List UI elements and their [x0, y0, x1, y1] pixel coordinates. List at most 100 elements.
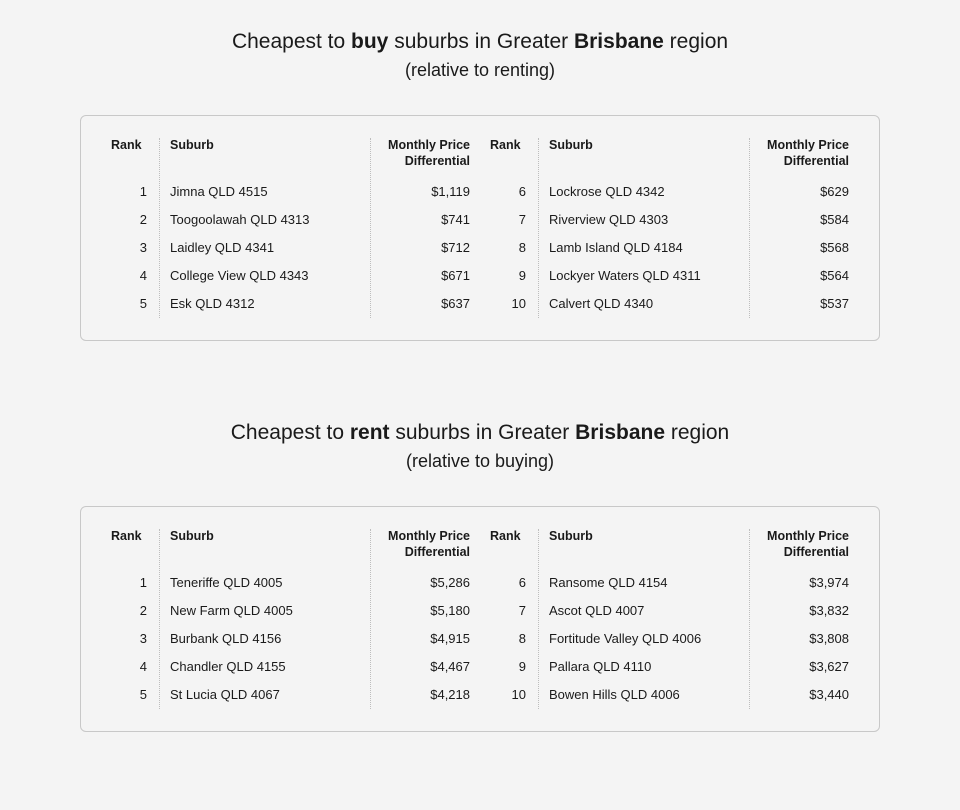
cell-price: $568 [760, 234, 849, 262]
cell-price: $3,974 [760, 569, 849, 597]
cell-price: $637 [381, 290, 470, 318]
table-panel-rent: Rank 1 2 3 4 5 Suburb Teneriffe QLD 4005… [80, 506, 880, 732]
cell-rank: 1 [111, 569, 149, 597]
table-panel-buy: Rank 1 2 3 4 5 Suburb Jimna QLD 4515 Too… [80, 115, 880, 341]
col-price-header: Monthly Price Differential [760, 529, 849, 569]
cell-rank: 10 [490, 290, 528, 318]
cell-price: $584 [760, 206, 849, 234]
page-root: Cheapest to buy suburbs in Greater Brisb… [0, 0, 960, 762]
section-buy: Cheapest to buy suburbs in Greater Brisb… [0, 30, 960, 341]
cell-suburb: New Farm QLD 4005 [170, 597, 360, 625]
cell-suburb: Esk QLD 4312 [170, 290, 360, 318]
title-part: region [665, 421, 729, 444]
title-part-bold: rent [350, 421, 390, 444]
cell-rank: 2 [111, 206, 149, 234]
title-part: region [664, 30, 728, 53]
title-part: suburbs in Greater [388, 30, 574, 53]
table-half-right: Rank 6 7 8 9 10 Suburb Lockrose QLD 4342… [480, 138, 859, 318]
section-rent: Cheapest to rent suburbs in Greater Bris… [0, 421, 960, 732]
col-rank: Rank 1 2 3 4 5 [101, 138, 159, 318]
cell-price: $5,180 [381, 597, 470, 625]
cell-rank: 8 [490, 625, 528, 653]
cell-rank: 7 [490, 597, 528, 625]
cell-rank: 3 [111, 234, 149, 262]
table-half-left: Rank 1 2 3 4 5 Suburb Jimna QLD 4515 Too… [101, 138, 480, 318]
col-suburb: Suburb Teneriffe QLD 4005 New Farm QLD 4… [159, 529, 370, 709]
cell-rank: 9 [490, 262, 528, 290]
cell-price: $1,119 [381, 178, 470, 206]
section-buy-subtitle: (relative to renting) [0, 60, 960, 81]
col-price-header: Monthly Price Differential [760, 138, 849, 178]
col-suburb-header: Suburb [170, 529, 360, 569]
cell-suburb: Bowen Hills QLD 4006 [549, 681, 739, 709]
col-suburb-header: Suburb [549, 138, 739, 178]
title-part-bold: buy [351, 30, 388, 53]
cell-suburb: Jimna QLD 4515 [170, 178, 360, 206]
cell-rank: 1 [111, 178, 149, 206]
cell-rank: 6 [490, 178, 528, 206]
cell-rank: 5 [111, 290, 149, 318]
cell-price: $712 [381, 234, 470, 262]
cell-rank: 4 [111, 262, 149, 290]
col-price: Monthly Price Differential $3,974 $3,832… [749, 529, 859, 709]
cell-suburb: Ransome QLD 4154 [549, 569, 739, 597]
cell-rank: 6 [490, 569, 528, 597]
cell-rank: 5 [111, 681, 149, 709]
title-part-bold: Brisbane [575, 421, 665, 444]
cell-suburb: Pallara QLD 4110 [549, 653, 739, 681]
col-suburb: Suburb Lockrose QLD 4342 Riverview QLD 4… [538, 138, 749, 318]
cell-rank: 9 [490, 653, 528, 681]
title-part-bold: Brisbane [574, 30, 664, 53]
col-suburb: Suburb Ransome QLD 4154 Ascot QLD 4007 F… [538, 529, 749, 709]
col-rank-header: Rank [111, 529, 149, 569]
col-suburb-header: Suburb [549, 529, 739, 569]
section-buy-title: Cheapest to buy suburbs in Greater Brisb… [0, 30, 960, 54]
col-price-header: Monthly Price Differential [381, 529, 470, 569]
cell-suburb: Calvert QLD 4340 [549, 290, 739, 318]
cell-price: $3,627 [760, 653, 849, 681]
col-price: Monthly Price Differential $5,286 $5,180… [370, 529, 480, 709]
cell-price: $4,915 [381, 625, 470, 653]
col-rank-header: Rank [490, 138, 528, 178]
col-price: Monthly Price Differential $629 $584 $56… [749, 138, 859, 318]
cell-price: $5,286 [381, 569, 470, 597]
cell-suburb: Teneriffe QLD 4005 [170, 569, 360, 597]
col-rank: Rank 6 7 8 9 10 [480, 529, 538, 709]
col-suburb-header: Suburb [170, 138, 360, 178]
cell-price: $4,467 [381, 653, 470, 681]
cell-price: $3,440 [760, 681, 849, 709]
cell-suburb: Lockyer Waters QLD 4311 [549, 262, 739, 290]
title-part: Cheapest to [231, 421, 350, 444]
col-rank: Rank 6 7 8 9 10 [480, 138, 538, 318]
cell-price: $537 [760, 290, 849, 318]
cell-suburb: Toogoolawah QLD 4313 [170, 206, 360, 234]
table-half-left: Rank 1 2 3 4 5 Suburb Teneriffe QLD 4005… [101, 529, 480, 709]
cell-suburb: St Lucia QLD 4067 [170, 681, 360, 709]
col-price: Monthly Price Differential $1,119 $741 $… [370, 138, 480, 318]
cell-suburb: Ascot QLD 4007 [549, 597, 739, 625]
cell-suburb: Lamb Island QLD 4184 [549, 234, 739, 262]
cell-suburb: Lockrose QLD 4342 [549, 178, 739, 206]
title-part: suburbs in Greater [390, 421, 576, 444]
section-rent-title: Cheapest to rent suburbs in Greater Bris… [0, 421, 960, 445]
cell-rank: 8 [490, 234, 528, 262]
section-rent-subtitle: (relative to buying) [0, 451, 960, 472]
cell-price: $564 [760, 262, 849, 290]
cell-suburb: Laidley QLD 4341 [170, 234, 360, 262]
cell-suburb: Fortitude Valley QLD 4006 [549, 625, 739, 653]
cell-rank: 7 [490, 206, 528, 234]
cell-rank: 10 [490, 681, 528, 709]
cell-rank: 4 [111, 653, 149, 681]
cell-price: $3,832 [760, 597, 849, 625]
cell-price: $629 [760, 178, 849, 206]
cell-price: $671 [381, 262, 470, 290]
cell-rank: 2 [111, 597, 149, 625]
col-suburb: Suburb Jimna QLD 4515 Toogoolawah QLD 43… [159, 138, 370, 318]
cell-price: $741 [381, 206, 470, 234]
col-price-header: Monthly Price Differential [381, 138, 470, 178]
cell-price: $4,218 [381, 681, 470, 709]
cell-rank: 3 [111, 625, 149, 653]
table-half-right: Rank 6 7 8 9 10 Suburb Ransome QLD 4154 … [480, 529, 859, 709]
cell-suburb: Riverview QLD 4303 [549, 206, 739, 234]
col-rank-header: Rank [490, 529, 528, 569]
